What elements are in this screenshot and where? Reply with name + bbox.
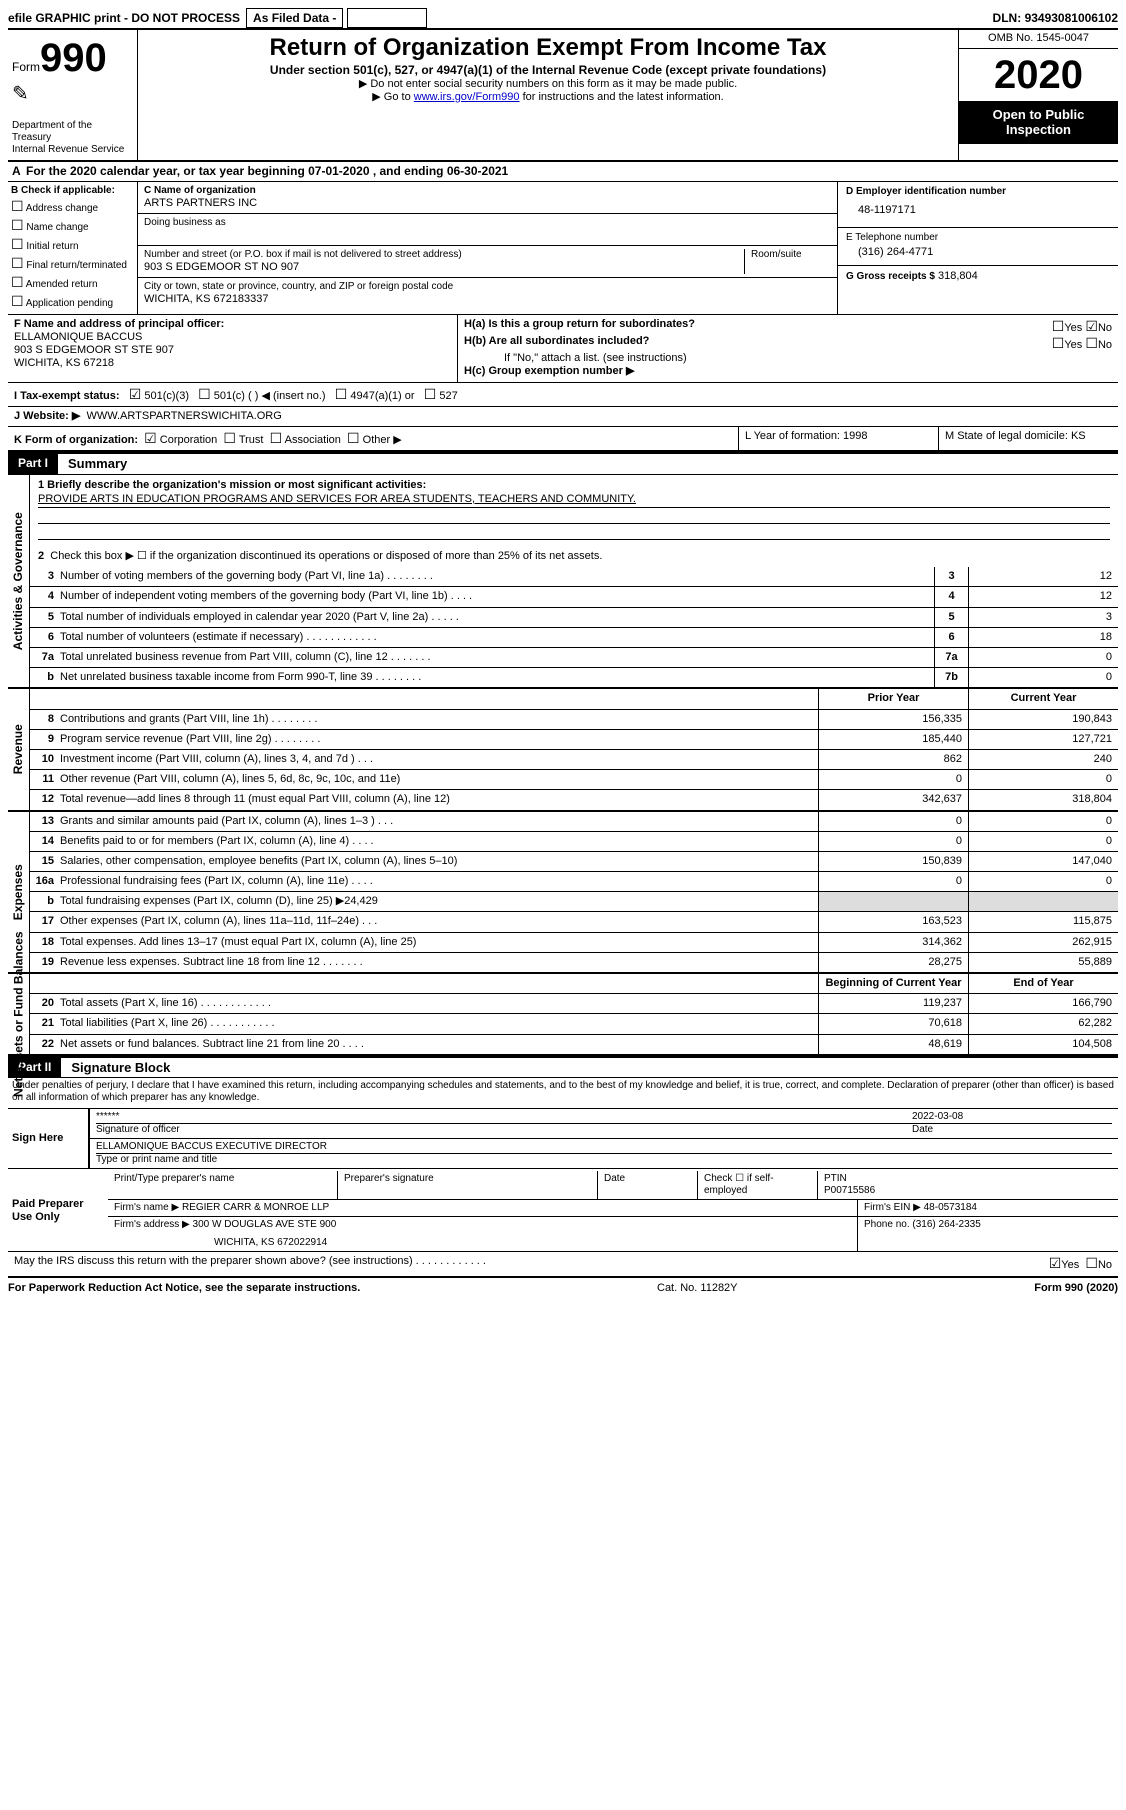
summary-line-19: 19Revenue less expenses. Subtract line 1… [30,953,1118,972]
form-title: Return of Organization Exempt From Incom… [148,34,948,63]
top-bar: efile GRAPHIC print - DO NOT PROCESS As … [8,8,1118,30]
summary-line-22: 22Net assets or fund balances. Subtract … [30,1035,1118,1054]
officer-name: ELLAMONIQUE BACCUS EXECUTIVE DIRECTOR [96,1141,1112,1154]
col-f: F Name and address of principal officer:… [8,315,458,382]
perjury-text: Under penalties of perjury, I declare th… [8,1078,1118,1106]
dln: DLN: 93493081006102 [993,11,1118,25]
firm-ein: 48-0573184 [924,1202,977,1213]
website: WWW.ARTSPARTNERSWICHITA.ORG [86,410,281,422]
summary-line-18: 18Total expenses. Add lines 13–17 (must … [30,933,1118,953]
firm-name: REGIER CARR & MONROE LLP [182,1202,329,1213]
header-right: OMB No. 1545-0047 2020 Open to Public In… [958,30,1118,160]
part2-header: Part II Signature Block [8,1056,1118,1079]
header-mid: Return of Organization Exempt From Incom… [138,30,958,160]
sign-block: Sign Here ****** Signature of officer 20… [8,1108,1118,1169]
col-b: B Check if applicable: Address change Na… [8,182,138,314]
col-h: H(a) Is this a group return for subordin… [458,315,1118,382]
summary-line-b: bNet unrelated business taxable income f… [30,668,1118,687]
row-k: K Form of organization: Corporation Trus… [8,427,1118,452]
summary-line-4: 4Number of independent voting members of… [30,587,1118,607]
mission-text: PROVIDE ARTS IN EDUCATION PROGRAMS AND S… [38,493,636,505]
org-city: WICHITA, KS 672183337 [144,293,831,306]
summary-line-6: 6Total number of volunteers (estimate if… [30,628,1118,648]
summary-line-5: 5Total number of individuals employed in… [30,608,1118,628]
efile-label: efile GRAPHIC print - DO NOT PROCESS [8,11,240,25]
summary-line-b: bTotal fundraising expenses (Part IX, co… [30,892,1118,912]
summary-line-16a: 16aProfessional fundraising fees (Part I… [30,872,1118,892]
page-footer: For Paperwork Reduction Act Notice, see … [8,1278,1118,1295]
row-f-h: F Name and address of principal officer:… [8,315,1118,383]
row-i: I Tax-exempt status: 501(c)(3) 501(c) ( … [8,383,1118,407]
asfiled-box: As Filed Data - [246,8,343,28]
header-left: Form990 ✎ Department of the Treasury Int… [8,30,138,160]
row-j: J Website: ▶ WWW.ARTSPARTNERSWICHITA.ORG [8,407,1118,427]
summary-line-17: 17Other expenses (Part IX, column (A), l… [30,912,1118,932]
summary-line-12: 12Total revenue—add lines 8 through 11 (… [30,790,1118,809]
ptin: P00715586 [824,1185,875,1196]
gross-receipts: 318,804 [938,270,978,282]
row-a: A For the 2020 calendar year, or tax yea… [8,162,1118,181]
summary-activities: Activities & Governance 1 Briefly descri… [8,475,1118,690]
form-header: Form990 ✎ Department of the Treasury Int… [8,30,1118,162]
summary-expenses: Expenses 13Grants and similar amounts pa… [8,812,1118,975]
discuss-row: May the IRS discuss this return with the… [8,1252,1118,1277]
asfiled-empty [347,8,427,28]
summary-line-9: 9Program service revenue (Part VIII, lin… [30,730,1118,750]
col-c: C Name of organization ARTS PARTNERS INC… [138,182,838,314]
summary-line-15: 15Salaries, other compensation, employee… [30,852,1118,872]
summary-line-14: 14Benefits paid to or for members (Part … [30,832,1118,852]
summary-line-20: 20Total assets (Part X, line 16) . . . .… [30,994,1118,1014]
summary-line-7a: 7aTotal unrelated business revenue from … [30,648,1118,668]
summary-line-3: 3Number of voting members of the governi… [30,567,1118,587]
col-de: D Employer identification number 48-1197… [838,182,1118,314]
summary-line-10: 10Investment income (Part VIII, column (… [30,750,1118,770]
phone: (316) 264-4771 [846,244,1110,261]
irs-link[interactable]: www.irs.gov/Form990 [414,91,520,103]
org-address: 903 S EDGEMOOR ST NO 907 [144,261,744,274]
part1-header: Part I Summary [8,452,1118,475]
summary-line-8: 8Contributions and grants (Part VIII, li… [30,710,1118,730]
summary-line-13: 13Grants and similar amounts paid (Part … [30,812,1118,832]
preparer-block: Paid Preparer Use Only Print/Type prepar… [8,1171,1118,1252]
summary-line-11: 11Other revenue (Part VIII, column (A), … [30,770,1118,790]
org-name: ARTS PARTNERS INC [144,197,831,210]
summary-line-21: 21Total liabilities (Part X, line 26) . … [30,1014,1118,1034]
ein: 48-1197171 [846,198,1110,223]
sign-date: 2022-03-08 [912,1111,1112,1124]
summary-revenue: Revenue Prior Year Current Year 8Contrib… [8,689,1118,811]
entity-block: B Check if applicable: Address change Na… [8,182,1118,315]
summary-netassets: Net Assets or Fund Balances Beginning of… [8,974,1118,1056]
firm-phone: (316) 264-2335 [912,1219,980,1230]
